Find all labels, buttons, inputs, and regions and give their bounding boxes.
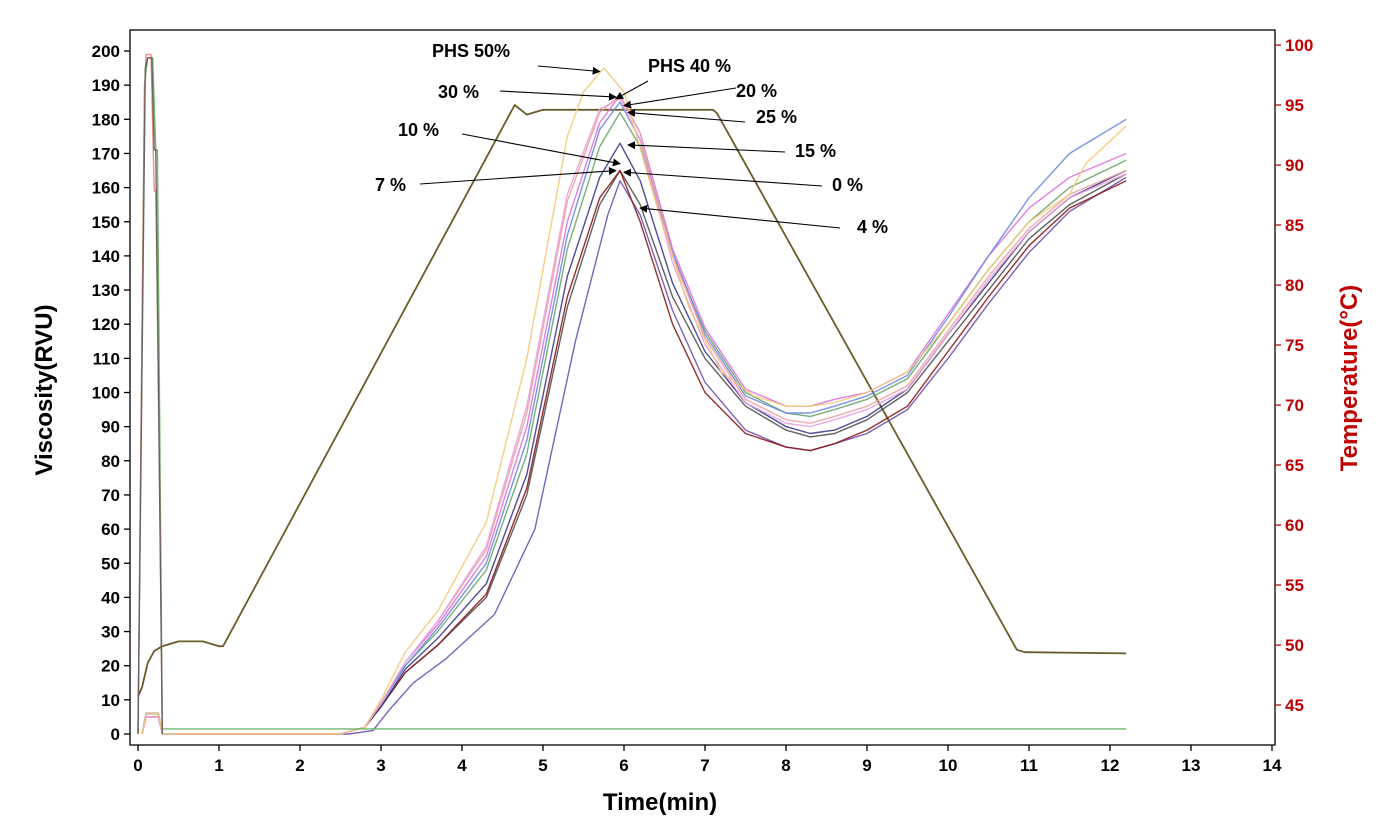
x-tick-label: 4 <box>457 756 467 775</box>
y2-tick-label: 90 <box>1285 156 1304 175</box>
series-line-0- <box>141 169 1127 735</box>
y2-tick-label: 100 <box>1285 36 1313 55</box>
y-tick-label: 180 <box>92 110 120 129</box>
x-tick-label: 0 <box>133 756 142 775</box>
y2-tick-label: 60 <box>1285 516 1304 535</box>
annotation-arrow <box>461 133 621 167</box>
annotation-arrow <box>419 167 617 185</box>
y-tick-label: 160 <box>92 179 120 198</box>
x-tick-label: 7 <box>700 756 709 775</box>
annotation-label: 15 % <box>795 141 836 161</box>
y-tick-label: 200 <box>92 42 120 61</box>
x-axis-ticks: 0 1 2 3 4 5 6 7 8 9 10 11 12 13 14 <box>133 745 1282 775</box>
y-tick-label: 170 <box>92 144 120 163</box>
series-line-30- <box>141 94 1127 735</box>
y-tick-label: 120 <box>92 315 120 334</box>
annotation-arrow <box>623 87 737 109</box>
x-axis-title: Time(min) <box>603 789 717 816</box>
annotation-arrow <box>537 65 601 75</box>
y-tick-label: 50 <box>101 554 120 573</box>
series-line-10- <box>141 142 1127 735</box>
y-tick-label: 10 <box>101 691 120 710</box>
annotation-label: 4 % <box>857 217 888 237</box>
annotation-label: PHS 50% <box>432 41 510 61</box>
annotation-label: 10 % <box>398 120 439 140</box>
y2-tick-label: 80 <box>1285 276 1304 295</box>
annotation-label: 20 % <box>736 81 777 101</box>
x-tick-label: 14 <box>1263 756 1282 775</box>
y-axis-title: Viscosity(RVU) <box>31 304 58 475</box>
annotation-arrow <box>639 204 841 229</box>
annotation-arrow <box>615 80 649 100</box>
x-tick-label: 11 <box>1020 756 1038 775</box>
y2-tick-label: 45 <box>1285 696 1304 715</box>
annotation-label: 30 % <box>438 82 479 102</box>
annotation-arrow <box>627 141 786 153</box>
y-tick-label: 60 <box>101 520 120 539</box>
y2-axis-title: Temperature(°C) <box>1336 285 1363 472</box>
series-line-7- <box>141 169 1127 735</box>
plot-border <box>129 29 1276 746</box>
x-tick-label: 2 <box>295 756 304 775</box>
series-line-4- <box>141 176 1127 735</box>
y2-tick-label: 75 <box>1285 336 1304 355</box>
y2-tick-label: 55 <box>1285 576 1304 595</box>
y2-tick-label: 50 <box>1285 636 1304 655</box>
series-line-20- <box>141 94 1127 735</box>
series-line-startup <box>137 57 1127 735</box>
y-axis-ticks: 0 10 20 30 40 50 60 70 80 90 100 110 120 130 140 150 160… <box>92 42 130 744</box>
y-tick-label: 110 <box>93 349 120 368</box>
temperature-series <box>137 104 1127 697</box>
y-tick-label: 150 <box>92 213 120 232</box>
annotation-label: 25 % <box>756 107 797 127</box>
annotation-group: PHS 50% PHS 40 % 30 % 20 % 25 % 10 % 15 % 7 % 0 … <box>375 41 888 237</box>
x-tick-label: 1 <box>214 756 223 775</box>
y-tick-label: 30 <box>101 623 120 642</box>
y2-tick-label: 95 <box>1285 96 1304 115</box>
x-tick-label: 8 <box>781 756 790 775</box>
y-tick-label: 80 <box>101 452 120 471</box>
y2-tick-label: 65 <box>1285 456 1304 475</box>
y-tick-label: 140 <box>92 247 120 266</box>
annotation-arrow <box>623 168 823 187</box>
x-tick-label: 13 <box>1182 756 1201 775</box>
y2-tick-label: 70 <box>1285 396 1304 415</box>
x-tick-label: 9 <box>862 756 871 775</box>
y-tick-label: 0 <box>111 725 120 744</box>
y-tick-label: 40 <box>101 588 120 607</box>
y2-tick-label: 85 <box>1285 216 1304 235</box>
y-tick-label: 190 <box>92 76 120 95</box>
y-tick-label: 90 <box>101 418 120 437</box>
y-tick-label: 70 <box>101 486 120 505</box>
y-tick-label: 20 <box>101 657 120 676</box>
annotation-label: PHS 40 % <box>648 56 731 76</box>
annotation-label: 0 % <box>832 175 863 195</box>
temperature-line <box>137 104 1127 697</box>
annotation-arrow <box>627 109 746 123</box>
y2-axis-ticks: 45 50 55 60 65 70 75 80 85 90 95 100 <box>1275 36 1313 715</box>
annotation-arrow <box>499 90 617 101</box>
y-tick-label: 100 <box>92 384 120 403</box>
annotation-label: 7 % <box>375 175 406 195</box>
x-tick-label: 6 <box>619 756 628 775</box>
y-tick-label: 130 <box>92 281 120 300</box>
x-tick-label: 10 <box>939 756 958 775</box>
viscosity-series-group <box>137 53 1127 735</box>
plot-frame <box>129 29 1276 746</box>
x-tick-label: 3 <box>376 756 385 775</box>
series-line-startup <box>137 57 163 735</box>
x-tick-label: 12 <box>1101 756 1120 775</box>
x-tick-label: 5 <box>538 756 547 775</box>
series-line-phs-50- <box>141 67 1127 735</box>
series-line-25- <box>141 101 1127 735</box>
